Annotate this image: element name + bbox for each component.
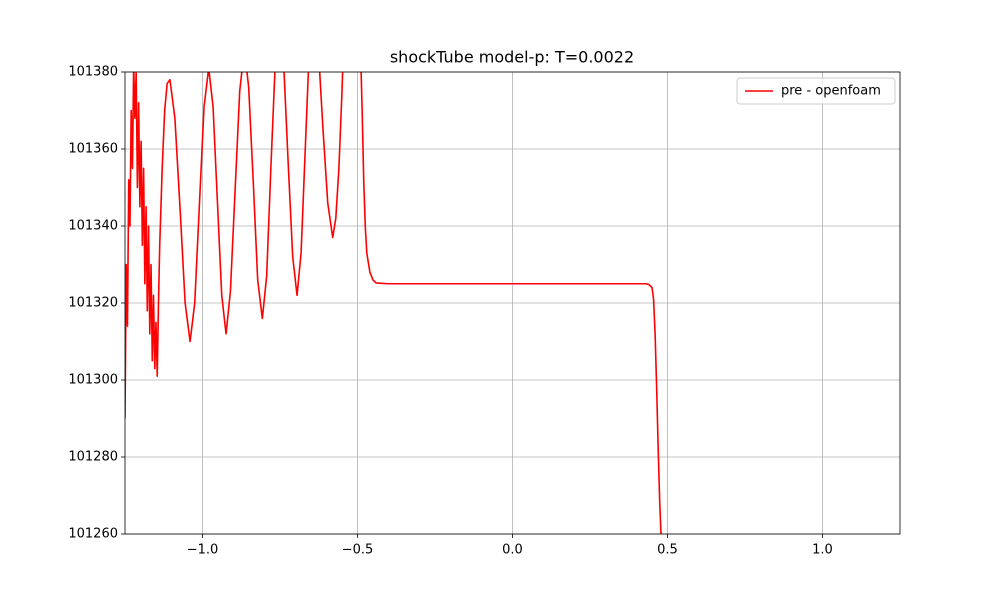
y-tick-label: 101360 xyxy=(68,142,118,157)
x-tick-label: −1.0 xyxy=(187,543,219,558)
x-tick-label: 1.0 xyxy=(812,543,833,558)
y-tick-label: 101260 xyxy=(68,527,118,542)
y-tick-label: 101280 xyxy=(68,450,118,465)
chart-title: shockTube model-p: T=0.0022 xyxy=(390,48,634,67)
y-tick-label: 101300 xyxy=(68,373,118,388)
legend-box xyxy=(736,77,896,105)
x-tick-label: −0.5 xyxy=(342,543,374,558)
x-tick-label: 0.0 xyxy=(502,543,523,558)
legend-label: pre - openfoam xyxy=(781,84,881,99)
data-line xyxy=(125,72,662,534)
y-tick-label: 101380 xyxy=(68,65,118,80)
y-tick-label: 101320 xyxy=(68,296,118,311)
x-tick-label: 0.5 xyxy=(657,543,678,558)
y-tick-label: 101340 xyxy=(68,219,118,234)
